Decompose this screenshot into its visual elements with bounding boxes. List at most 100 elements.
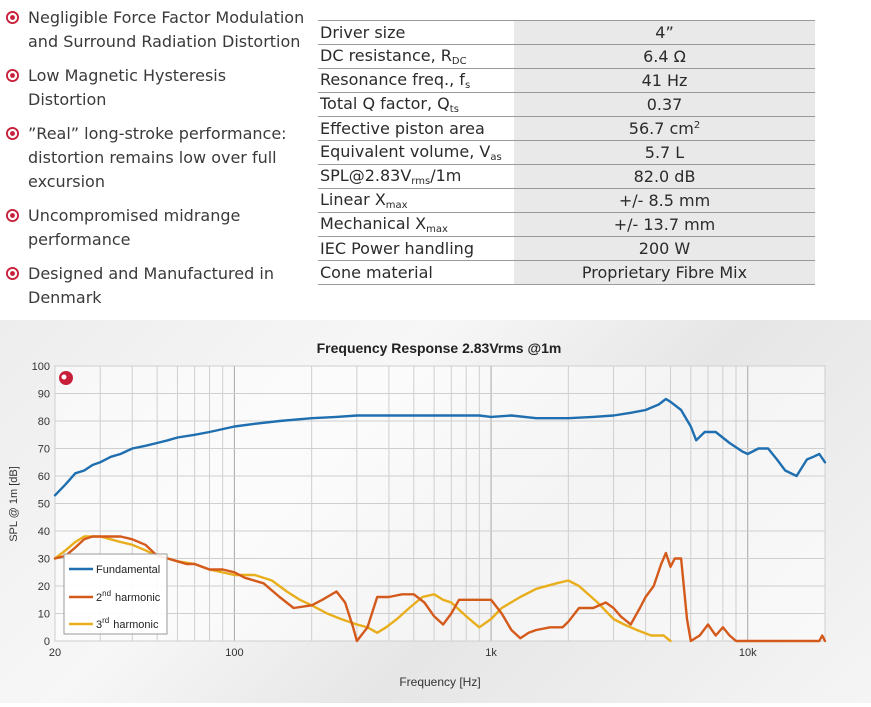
spec-value: Proprietary Fibre Mix xyxy=(514,260,815,285)
x-tick-label: 100 xyxy=(225,647,243,659)
chart-panel: Frequency Response 2.83Vrms @1m 0 10 20 30 4… xyxy=(0,320,871,703)
spec-label-text: Driver size xyxy=(320,23,406,42)
spec-row: Total Q factor, Qts 0.37 xyxy=(318,92,815,117)
series-line-fundamental xyxy=(53,397,827,497)
spec-row: Resonance freq., fs 41 Hz xyxy=(318,68,815,93)
x-tick-label: 10k xyxy=(739,647,757,659)
spec-value: 56.7 cm2 xyxy=(514,116,815,141)
legend-box xyxy=(63,553,168,635)
y-tick-label: 40 xyxy=(38,526,50,538)
spec-label: Cone material xyxy=(318,260,514,285)
bullet-icon xyxy=(6,11,19,24)
chart-title: Frequency Response 2.83Vrms @1m xyxy=(317,340,562,356)
spec-label: Linear Xmax xyxy=(318,188,514,213)
spec-label-text: Mechanical X xyxy=(320,214,427,233)
legend-ordinal-suffix: rd xyxy=(102,616,109,625)
feature-text: Negligible Force Factor Modulation and S… xyxy=(28,8,305,51)
spec-label: Resonance freq., fs xyxy=(318,68,514,93)
x-tick-label: 20 xyxy=(49,647,61,659)
series-lines xyxy=(53,397,827,643)
spec-label-text: Equivalent volume, V xyxy=(320,142,491,161)
y-tick-label: 90 xyxy=(38,389,50,401)
bullet-icon xyxy=(6,69,19,82)
legend-label-fundamental: Fundamental xyxy=(96,564,160,576)
legend-label-3rd-harmonic: 3rd harmonic xyxy=(96,616,159,631)
y-tick-labels: 0 10 20 30 40 50 60 70 80 90 100 xyxy=(32,361,50,648)
spec-label-subscript: max xyxy=(385,200,408,211)
feature-text: Uncompromised midrange performance xyxy=(28,206,241,249)
y-tick-label: 0 xyxy=(44,636,50,648)
y-tick-label: 30 xyxy=(38,554,50,566)
x-tick-label: 1k xyxy=(485,647,497,659)
spec-value-text: 56.7 cm xyxy=(628,119,694,138)
spec-label-text: DC resistance, R xyxy=(320,46,452,65)
legend-word: harmonic xyxy=(115,592,161,604)
feature-item: Designed and Manufactured in Denmark xyxy=(6,262,306,310)
spec-row: Mechanical Xmax +/- 13.7 mm xyxy=(318,212,815,237)
feature-item: Low Magnetic Hysteresis Distortion xyxy=(6,64,306,112)
spec-row: Cone material Proprietary Fibre Mix xyxy=(318,260,815,285)
spec-value-superscript: 2 xyxy=(693,120,701,131)
x-tick-labels: 20 100 1k 10k xyxy=(49,647,757,659)
y-tick-label: 100 xyxy=(32,361,50,373)
spec-label: Driver size xyxy=(318,20,514,45)
spec-label: DC resistance, RDC xyxy=(318,44,514,69)
legend-ordinal-number: 2 xyxy=(96,592,102,604)
legend-ordinal-suffix: nd xyxy=(102,589,111,598)
spec-row: Effective piston area 56.7 cm2 xyxy=(318,116,815,141)
feature-list: Negligible Force Factor Modulation and S… xyxy=(6,6,306,320)
frequency-response-chart: Frequency Response 2.83Vrms @1m 0 10 20 30 4… xyxy=(8,340,827,689)
spec-row: Driver size 4” xyxy=(318,20,815,45)
bullet-icon xyxy=(6,267,19,280)
spec-label-subscript: s xyxy=(464,80,471,91)
feature-item: ”Real” long-stroke performance: distorti… xyxy=(6,122,306,194)
bullet-icon xyxy=(6,209,19,222)
spec-label-text: Linear X xyxy=(320,190,386,209)
spec-label-subscript: max xyxy=(426,224,448,235)
feature-text: ”Real” long-stroke performance: distorti… xyxy=(28,124,287,191)
spec-table: Driver size 4” DC resistance, RDC 6.4 Ω … xyxy=(318,20,815,285)
spec-label: Mechanical Xmax xyxy=(318,212,514,237)
spec-label-text: Total Q factor, Q xyxy=(320,94,450,113)
spec-label-text: IEC Power handling xyxy=(320,239,474,258)
spec-label: IEC Power handling xyxy=(318,236,514,261)
legend: Fundamental 2nd harmonic 3rd harmonic xyxy=(63,553,168,635)
spec-label: SPL@2.83Vrms/1m xyxy=(318,164,514,189)
series-line-2nd-harmonic xyxy=(53,535,827,643)
spec-row: Equivalent volume, Vas 5.7 L xyxy=(318,140,815,165)
spec-value: +/- 13.7 mm xyxy=(514,212,815,237)
brand-icon-dot xyxy=(61,374,67,380)
y-tick-label: 70 xyxy=(38,444,50,456)
legend-ordinal-number: 3 xyxy=(96,619,102,631)
spec-label: Equivalent volume, Vas xyxy=(318,140,514,165)
brand-icon xyxy=(59,371,73,385)
spec-label-subscript: ts xyxy=(449,104,459,115)
spec-value: 5.7 L xyxy=(514,140,815,165)
spec-label-text: Resonance freq., f xyxy=(320,70,465,89)
spec-value: 0.37 xyxy=(514,92,815,117)
spec-row: IEC Power handling 200 W xyxy=(318,236,815,261)
spec-label: Effective piston area xyxy=(318,116,514,141)
legend-word: harmonic xyxy=(113,619,159,631)
spec-value: +/- 8.5 mm xyxy=(514,188,815,213)
spec-label-tail: /1m xyxy=(430,166,462,185)
spec-value: 41 Hz xyxy=(514,68,815,93)
feature-text: Low Magnetic Hysteresis Distortion xyxy=(28,66,227,109)
spec-label-subscript: as xyxy=(490,152,502,163)
spec-value: 200 W xyxy=(514,236,815,261)
y-tick-label: 10 xyxy=(38,609,50,621)
legend-label-2nd-harmonic: 2nd harmonic xyxy=(96,589,161,604)
spec-label-text: Effective piston area xyxy=(320,119,485,138)
bullet-icon xyxy=(6,127,19,140)
x-axis-label: Frequency [Hz] xyxy=(399,675,480,689)
spec-value: 4” xyxy=(514,20,815,45)
spec-value: 6.4 Ω xyxy=(514,44,815,69)
spec-label-subscript: rms xyxy=(411,176,431,187)
feature-item: Uncompromised midrange performance xyxy=(6,204,306,252)
y-tick-label: 60 xyxy=(38,471,50,483)
feature-item: Negligible Force Factor Modulation and S… xyxy=(6,6,306,54)
spec-row: Linear Xmax +/- 8.5 mm xyxy=(318,188,815,213)
spec-value: 82.0 dB xyxy=(514,164,815,189)
y-tick-label: 20 xyxy=(38,581,50,593)
spec-label-subscript: DC xyxy=(451,56,467,67)
